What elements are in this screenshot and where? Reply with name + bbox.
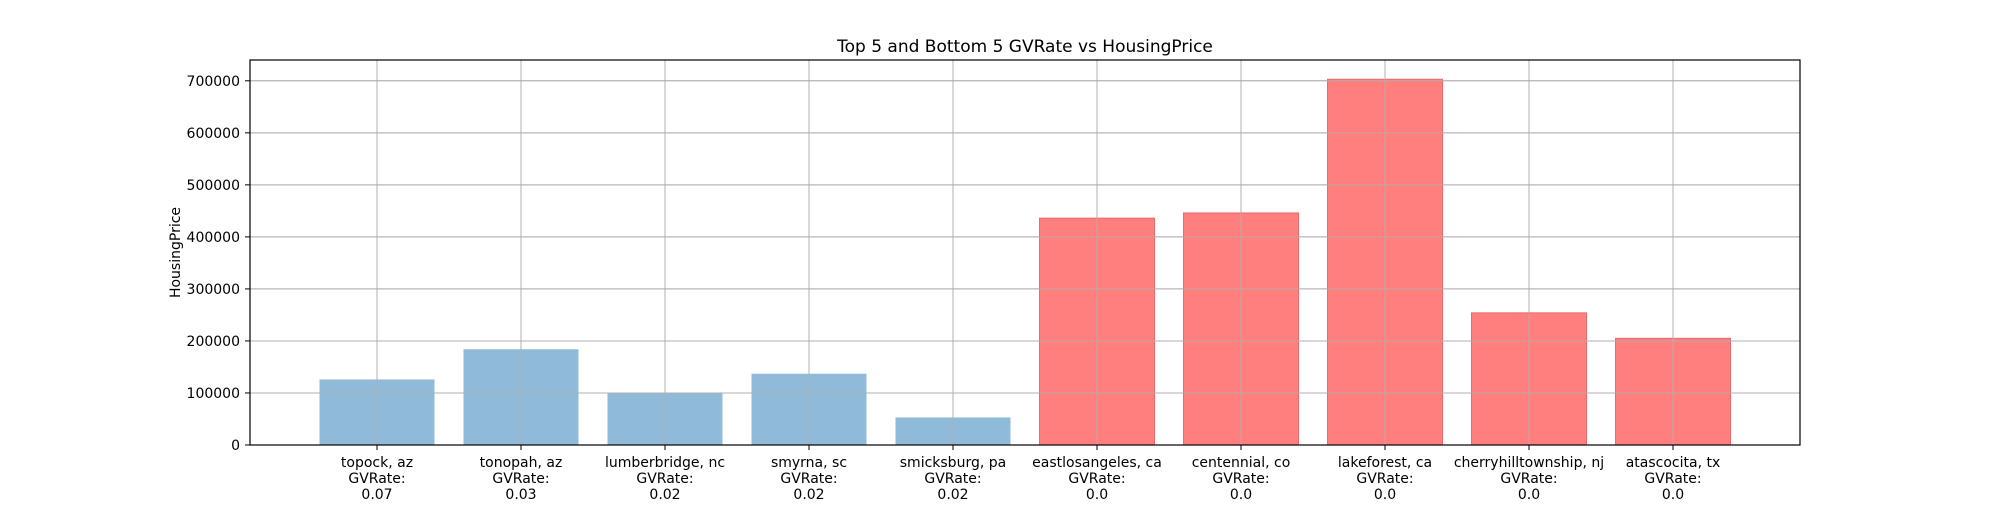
x-tick-label-line: smyrna, sc xyxy=(771,455,847,471)
x-tick-label: smyrna, sc GVRate: 0.02 xyxy=(771,455,847,500)
x-tick-label-line: GVRate: xyxy=(1644,471,1701,487)
y-axis-label: HousingPrice xyxy=(168,207,184,298)
x-tick-label-line: lakeforest, ca xyxy=(1338,455,1432,471)
bar-layer xyxy=(250,60,1800,446)
x-tick-label-line: 0.02 xyxy=(793,487,824,500)
x-tick-label-line: GVRate: xyxy=(492,471,549,487)
x-tick-label-line: GVRate: xyxy=(1068,471,1125,487)
x-tick-label: atascocita, tx GVRate: 0.0 xyxy=(1626,455,1721,500)
x-tick-label: smicksburg, pa GVRate: 0.02 xyxy=(900,455,1006,500)
x-tick-label-line: 0.03 xyxy=(505,487,536,500)
y-tick-label: 400000 xyxy=(187,230,240,246)
x-tick-label-line: eastlosangeles, ca xyxy=(1032,455,1162,471)
x-tick-label-line: topock, az xyxy=(341,455,413,471)
y-tick-label: 100000 xyxy=(187,386,240,402)
x-tick-label-line: lumberbridge, nc xyxy=(605,455,725,471)
x-tick-label: lakeforest, ca GVRate: 0.0 xyxy=(1338,455,1432,500)
chart-title: Top 5 and Bottom 5 GVRate vs HousingPric… xyxy=(836,37,1213,57)
y-tick-label: 500000 xyxy=(187,178,240,194)
x-tick-label-line: centennial, co xyxy=(1192,455,1291,471)
x-tick-label-line: 0.0 xyxy=(1230,487,1252,500)
x-tick-label-line: 0.0 xyxy=(1086,487,1108,500)
y-tick-label: 300000 xyxy=(187,282,240,298)
y-tick-label: 600000 xyxy=(187,126,240,142)
plot-frame xyxy=(249,59,1801,446)
x-tick-label: eastlosangeles, ca GVRate: 0.0 xyxy=(1032,455,1162,500)
x-tick-label: centennial, co GVRate: 0.0 xyxy=(1192,455,1291,500)
y-tick-layer: 0 100000 200000 300000 400000 500000 600000 700… xyxy=(187,74,250,454)
x-tick-label: topock, az GVRate: 0.07 xyxy=(341,455,413,500)
x-tick-label-line: 0.0 xyxy=(1374,487,1396,500)
x-tick-label-line: GVRate: xyxy=(780,471,837,487)
x-tick-label-line: smicksburg, pa xyxy=(900,455,1006,471)
x-tick-label-line: 0.0 xyxy=(1662,487,1684,500)
x-tick-label-line: GVRate: xyxy=(636,471,693,487)
x-tick-label: cherryhilltownship, nj GVRate: 0.0 xyxy=(1454,455,1604,500)
x-tick-label-line: atascocita, tx xyxy=(1626,455,1721,471)
x-tick-label-line: GVRate: xyxy=(1500,471,1557,487)
x-tick-label-line: tonopah, az xyxy=(480,455,563,471)
x-tick-label-line: 0.02 xyxy=(649,487,680,500)
x-tick-label: tonopah, az GVRate: 0.03 xyxy=(480,455,563,500)
x-tick-label-line: cherryhilltownship, nj xyxy=(1454,455,1604,471)
x-tick-label: lumberbridge, nc GVRate: 0.02 xyxy=(605,455,725,500)
x-tick-label-line: GVRate: xyxy=(1356,471,1413,487)
x-tick-label-line: 0.07 xyxy=(361,487,392,500)
x-tick-label-line: GVRate: xyxy=(348,471,405,487)
x-tick-label-line: GVRate: xyxy=(1212,471,1269,487)
y-tick-label: 700000 xyxy=(187,74,240,90)
y-tick-label: 200000 xyxy=(187,334,240,350)
y-tick-label: 0 xyxy=(231,438,240,454)
x-tick-label-line: 0.02 xyxy=(937,487,968,500)
x-tick-label-line: GVRate: xyxy=(924,471,981,487)
x-tick-label-line: 0.0 xyxy=(1518,487,1540,500)
